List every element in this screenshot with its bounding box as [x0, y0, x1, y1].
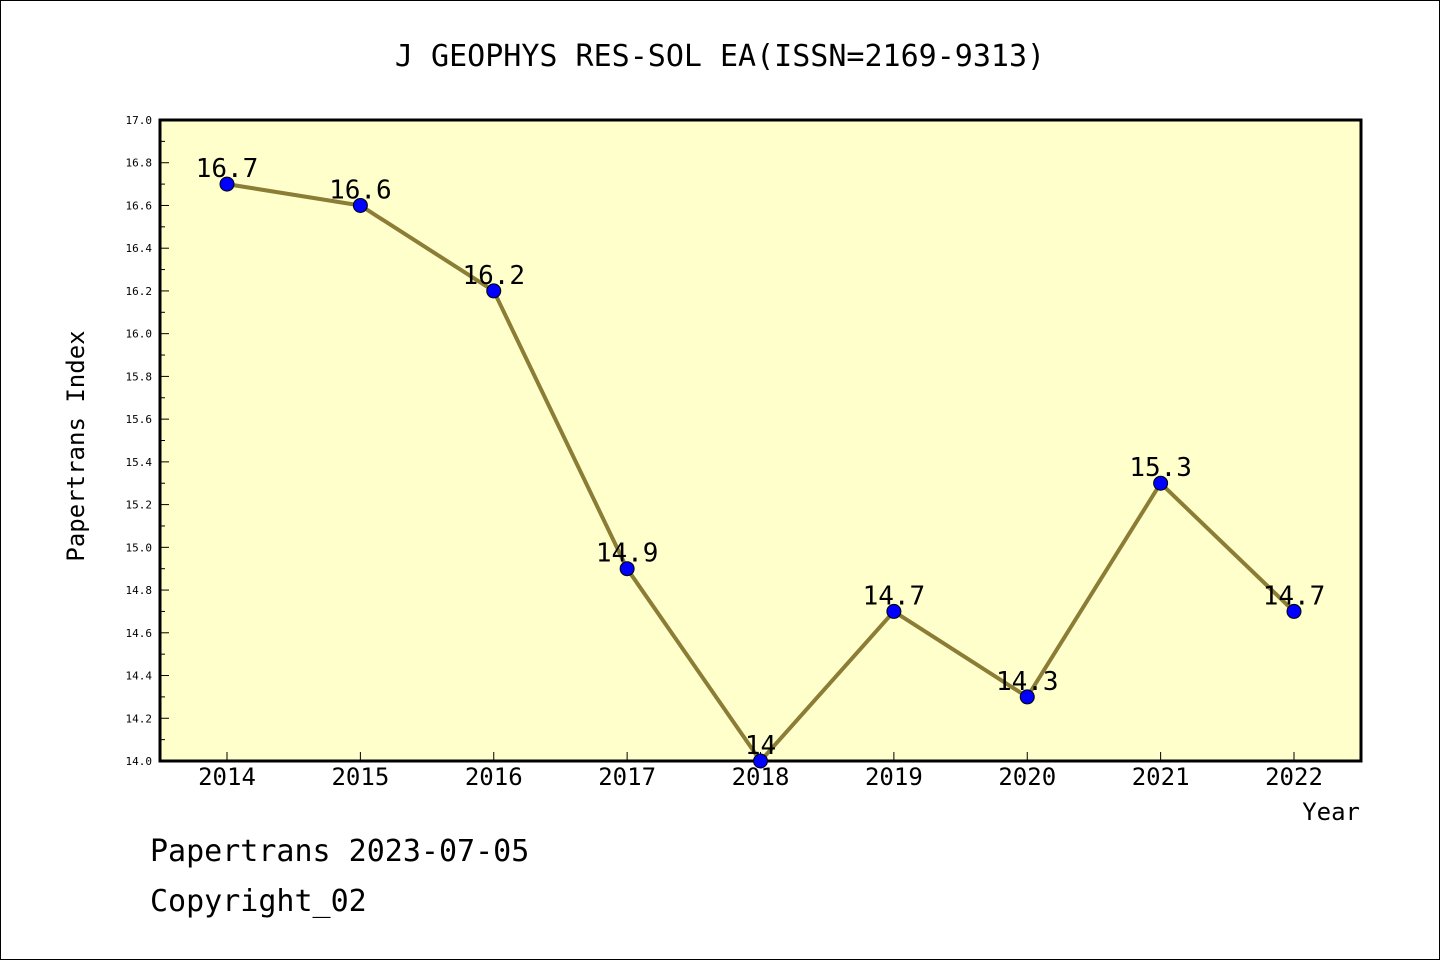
data-point [352, 197, 368, 213]
data-label: 14.7 [863, 581, 926, 611]
chart-title: J GEOPHYS RES-SOL EA(ISSN=2169-9313) [395, 39, 1045, 74]
source-date-text: Papertrans 2023-07-05 [150, 834, 530, 869]
data-point [219, 176, 235, 192]
x-tick-label: 2019 [865, 763, 923, 791]
y-axis-label: Papertrans Index [62, 330, 90, 561]
x-axis: 2014 2015 2016 2017 2018 2019 2020 2021 2022 [198, 752, 1323, 791]
y-axis: 14.0 14.2 14.4 14.6 14.8 15.0 15.2 15.4 15.6 15.8… [126, 114, 169, 768]
y-tick-label: 15.2 [126, 499, 153, 512]
x-tick-label: 2015 [331, 763, 389, 791]
data-label: 14.3 [996, 667, 1059, 697]
y-tick-label: 16.6 [126, 199, 153, 212]
y-tick-label: 14.6 [126, 627, 153, 640]
data-point [486, 283, 502, 299]
x-tick-label: 2014 [198, 763, 256, 791]
y-tick-label: 16.4 [126, 242, 153, 255]
x-tick-label: 2020 [998, 763, 1056, 791]
y-tick-label: 14.8 [126, 584, 153, 597]
data-label: 14.9 [596, 539, 659, 569]
y-tick-label: 14.2 [126, 712, 153, 725]
data-label: 16.2 [462, 261, 525, 291]
x-tick-label: 2016 [465, 763, 523, 791]
y-tick-label: 15.0 [126, 541, 153, 554]
data-point [619, 561, 635, 577]
x-tick-label: 2021 [1132, 763, 1190, 791]
data-point [1286, 603, 1302, 619]
data-label: 14.7 [1263, 581, 1326, 611]
x-axis-label: Year [1302, 798, 1360, 826]
data-point [1153, 475, 1169, 491]
data-label: 15.3 [1129, 453, 1192, 483]
y-tick-label: 15.6 [126, 413, 153, 426]
data-series: 16.7 16.6 16.2 14.9 14 14.7 14.3 15.3 14.7 [196, 154, 1326, 769]
data-label: 16.7 [196, 154, 259, 184]
data-label: 14 [745, 731, 776, 761]
y-tick-label: 14.0 [126, 755, 153, 768]
x-tick-label: 2022 [1265, 763, 1323, 791]
y-tick-label: 15.8 [126, 370, 153, 383]
data-point [886, 603, 902, 619]
data-point [753, 753, 768, 769]
y-tick-label: 16.2 [126, 285, 153, 298]
plot-area [158, 118, 1363, 763]
y-tick-label: 15.4 [126, 456, 153, 469]
data-point [1019, 689, 1035, 705]
copyright-text: Copyright_02 [150, 884, 367, 919]
x-tick-label: 2017 [598, 763, 656, 791]
data-label: 16.6 [329, 175, 392, 205]
y-tick-label: 14.4 [126, 670, 153, 683]
y-tick-label: 17.0 [126, 114, 153, 127]
y-tick-label: 16.0 [126, 328, 153, 341]
y-tick-label: 16.8 [126, 157, 153, 170]
